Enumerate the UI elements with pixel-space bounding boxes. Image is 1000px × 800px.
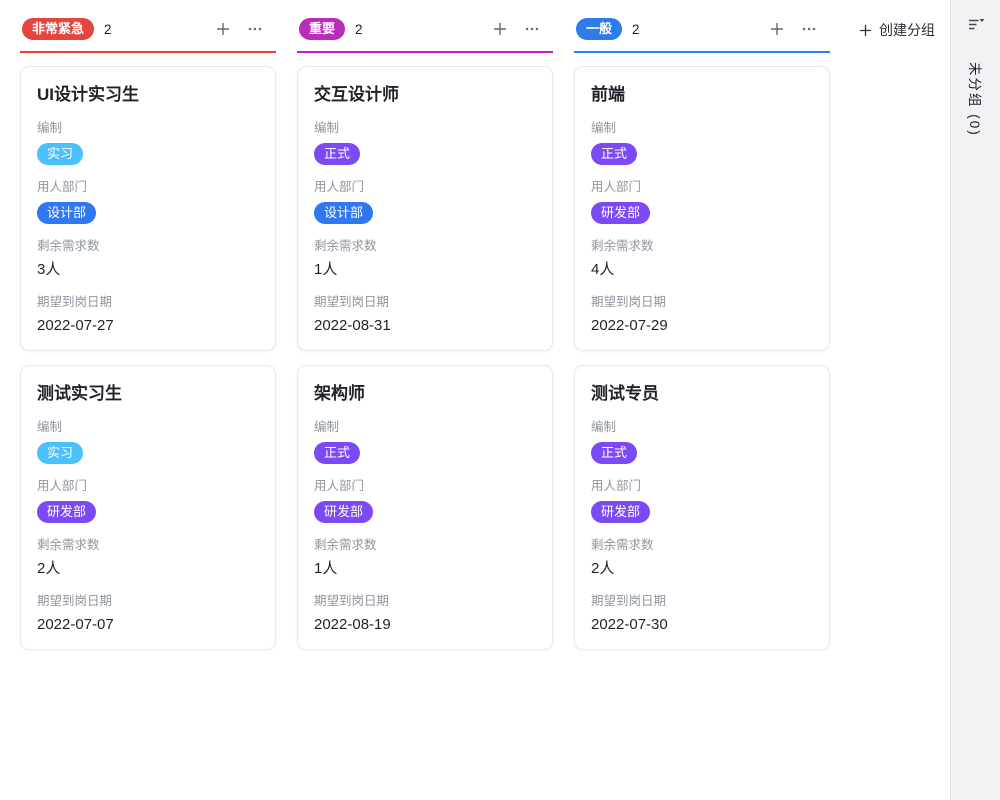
card-title: UI设计实习生: [37, 85, 139, 104]
rail-toggle-button[interactable]: [951, 16, 1000, 33]
group-column-normal: 一般 2 前端 编制 正式 用人部门: [574, 18, 830, 650]
plus-icon: [771, 23, 783, 35]
add-card-button[interactable]: [212, 18, 234, 40]
field-label-department: 用人部门: [591, 180, 642, 194]
record-card[interactable]: UI设计实习生 编制 实习 用人部门 设计部 剩余需求数 3人 期望到岗日期 2…: [20, 66, 276, 351]
establishment-tag: 实习: [37, 442, 84, 464]
field-label-remaining: 剩余需求数: [591, 538, 654, 552]
field-label-establishment: 编制: [314, 121, 340, 135]
department-tag: 研发部: [591, 202, 651, 224]
field-label-remaining: 剩余需求数: [314, 239, 377, 253]
group-name-badge: 重要: [299, 18, 346, 40]
field-label-remaining: 剩余需求数: [37, 239, 100, 253]
card-list: 前端 编制 正式 用人部门 研发部 剩余需求数 4人 期望到岗日期 2022-0…: [574, 66, 830, 650]
expected-date-value: 2022-07-29: [591, 317, 668, 334]
collapse-panel-icon: [968, 19, 984, 30]
card-title: 测试专员: [591, 384, 659, 403]
remaining-value: 2人: [591, 560, 615, 577]
record-card[interactable]: 测试专员 编制 正式 用人部门 研发部 剩余需求数 2人 期望到岗日期 2022…: [574, 365, 830, 650]
create-group-button[interactable]: 创建分组: [858, 20, 935, 40]
group-more-button[interactable]: [244, 18, 266, 40]
field-label-expected-date: 期望到岗日期: [37, 295, 113, 309]
field-label-establishment: 编制: [591, 420, 617, 434]
add-card-button[interactable]: [489, 18, 511, 40]
group-name-badge: 一般: [576, 18, 623, 40]
field-label-expected-date: 期望到岗日期: [314, 295, 390, 309]
field-label-establishment: 编制: [591, 121, 617, 135]
card-list: 交互设计师 编制 正式 用人部门 设计部 剩余需求数 1人 期望到岗日期 202…: [297, 66, 553, 650]
department-tag: 研发部: [37, 501, 97, 523]
establishment-tag: 实习: [37, 143, 84, 165]
board-area: 非常紧急 2 UI设计实习生 编制 实习 用人部门: [20, 18, 950, 650]
plus-icon: [494, 23, 506, 35]
group-record-count: 2: [104, 21, 112, 37]
remaining-value: 1人: [314, 261, 338, 278]
expected-date-value: 2022-08-19: [314, 616, 391, 633]
field-label-department: 用人部门: [37, 180, 88, 194]
group-record-count: 2: [355, 21, 363, 37]
department-tag: 研发部: [591, 501, 651, 523]
field-label-establishment: 编制: [37, 121, 63, 135]
field-label-department: 用人部门: [591, 479, 642, 493]
remaining-value: 3人: [37, 261, 61, 278]
record-card[interactable]: 架构师 编制 正式 用人部门 研发部 剩余需求数 1人 期望到岗日期 2022-…: [297, 365, 553, 650]
remaining-value: 1人: [314, 560, 338, 577]
ellipsis-icon: [248, 27, 262, 31]
expected-date-value: 2022-07-27: [37, 317, 114, 334]
group-header: 一般 2: [574, 18, 830, 53]
field-label-expected-date: 期望到岗日期: [37, 594, 113, 608]
expected-date-value: 2022-08-31: [314, 317, 391, 334]
expected-date-value: 2022-07-07: [37, 616, 114, 633]
establishment-tag: 正式: [591, 143, 638, 165]
record-card[interactable]: 测试实习生 编制 实习 用人部门 研发部 剩余需求数 2人 期望到岗日期 202…: [20, 365, 276, 650]
field-label-expected-date: 期望到岗日期: [591, 594, 667, 608]
record-card[interactable]: 交互设计师 编制 正式 用人部门 设计部 剩余需求数 1人 期望到岗日期 202…: [297, 66, 553, 351]
group-record-count: 2: [632, 21, 640, 37]
establishment-tag: 正式: [591, 442, 638, 464]
hidden-groups-rail: 未分组 (0): [950, 0, 1000, 800]
add-card-button[interactable]: [766, 18, 788, 40]
establishment-tag: 正式: [314, 442, 361, 464]
card-title: 架构师: [314, 384, 365, 403]
group-more-button[interactable]: [521, 18, 543, 40]
ellipsis-icon: [802, 27, 816, 31]
plus-icon: [859, 24, 872, 36]
card-title: 交互设计师: [314, 85, 399, 104]
field-label-remaining: 剩余需求数: [314, 538, 377, 552]
group-name-badge: 非常紧急: [22, 18, 95, 40]
create-group-label: 创建分组: [879, 22, 935, 38]
group-column-urgent: 非常紧急 2 UI设计实习生 编制 实习 用人部门: [20, 18, 276, 650]
field-label-remaining: 剩余需求数: [37, 538, 100, 552]
field-label-department: 用人部门: [314, 180, 365, 194]
field-label-establishment: 编制: [37, 420, 63, 434]
card-list: UI设计实习生 编制 实习 用人部门 设计部 剩余需求数 3人 期望到岗日期 2…: [20, 66, 276, 650]
field-label-department: 用人部门: [37, 479, 88, 493]
field-label-expected-date: 期望到岗日期: [314, 594, 390, 608]
record-card[interactable]: 前端 编制 正式 用人部门 研发部 剩余需求数 4人 期望到岗日期 2022-0…: [574, 66, 830, 351]
establishment-tag: 正式: [314, 143, 361, 165]
field-label-expected-date: 期望到岗日期: [591, 295, 667, 309]
ellipsis-icon: [525, 27, 539, 31]
field-label-remaining: 剩余需求数: [591, 239, 654, 253]
expected-date-value: 2022-07-30: [591, 616, 668, 633]
collapsed-group-ungrouped[interactable]: 未分组 (0): [951, 62, 1000, 137]
department-tag: 设计部: [314, 202, 374, 224]
remaining-value: 4人: [591, 261, 615, 278]
field-label-establishment: 编制: [314, 420, 340, 434]
plus-icon: [217, 23, 229, 35]
field-label-department: 用人部门: [314, 479, 365, 493]
group-column-important: 重要 2 交互设计师 编制 正式 用人部门: [297, 18, 553, 650]
card-title: 测试实习生: [37, 384, 122, 403]
department-tag: 研发部: [314, 501, 374, 523]
group-columns: 非常紧急 2 UI设计实习生 编制 实习 用人部门: [20, 18, 950, 650]
group-more-button[interactable]: [798, 18, 820, 40]
remaining-value: 2人: [37, 560, 61, 577]
department-tag: 设计部: [37, 202, 97, 224]
group-header: 非常紧急 2: [20, 18, 276, 53]
group-header: 重要 2: [297, 18, 553, 53]
card-title: 前端: [591, 85, 625, 104]
collapsed-group-label: 未分组 (0): [967, 62, 982, 137]
